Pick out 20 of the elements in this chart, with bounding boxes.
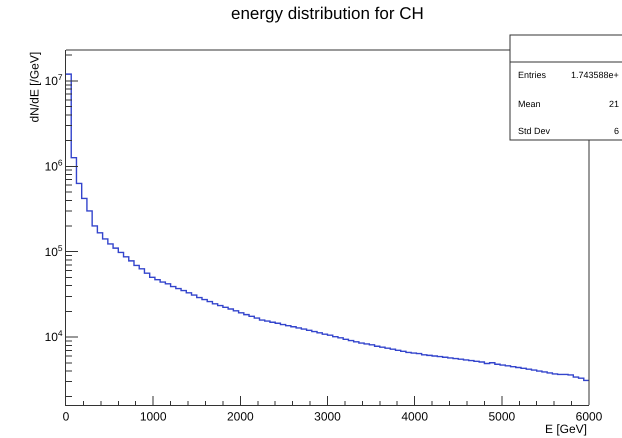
x-tick-label: 2000 — [226, 409, 254, 424]
y-tick-label: 10$^{5}$ — [44, 242, 63, 259]
text: 6 — [614, 126, 620, 136]
y-tick-label: 10$^{4}$ — [44, 328, 63, 344]
annotation: 1.743588e+ — [571, 70, 619, 80]
x-tick-label: 5000 — [488, 409, 516, 424]
annotation: Entries — [518, 70, 547, 80]
y-axis-title: dN/dE [/GeV] — [28, 52, 42, 122]
x-tick-label: 3000 — [314, 409, 342, 424]
chart-title: energy distribution for CH — [231, 4, 424, 23]
y-tick-label: 10$^{6}$ — [44, 157, 63, 174]
text: 21 — [609, 99, 620, 109]
x-tick-label: 0 — [62, 409, 70, 424]
y-tick-label: 10$^{7}$ — [44, 72, 63, 88]
annotation: Std Dev — [518, 126, 551, 136]
x-axis-title: E [GeV] — [545, 422, 588, 436]
x-tick-label: 1000 — [140, 409, 167, 424]
annotation: Mean — [518, 99, 541, 109]
x-tick-label: 4000 — [401, 409, 428, 424]
x-tick-label: 6000 — [576, 409, 603, 424]
